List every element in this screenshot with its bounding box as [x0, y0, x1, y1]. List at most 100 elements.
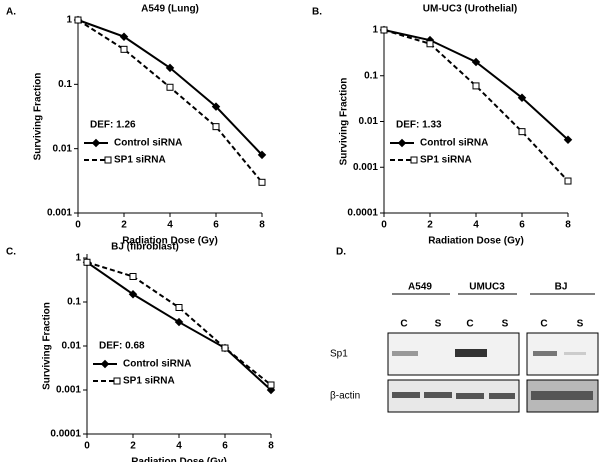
y-tick-label: 1: [372, 25, 378, 36]
marker: [221, 344, 229, 352]
marker: [211, 102, 221, 111]
x-tick-label: 2: [427, 220, 433, 231]
band: [456, 393, 484, 399]
y-tick-label: 0.01: [62, 341, 82, 352]
y-axis-label: Surviving Fraction: [42, 302, 53, 390]
y-axis-label: Surviving Fraction: [339, 78, 350, 166]
marker: [166, 83, 174, 91]
x-tick-label: 2: [121, 220, 127, 231]
lane-label: S: [435, 319, 442, 330]
chart-title: UM-UC3 (Urothelial): [423, 4, 517, 15]
x-tick-label: 8: [259, 220, 265, 231]
row-label: β-actin: [330, 391, 360, 402]
marker: [426, 40, 434, 48]
group-label: UMUC3: [469, 282, 505, 293]
annotation: DEF: 0.68: [99, 341, 145, 352]
marker: [129, 272, 137, 280]
marker: [257, 150, 267, 160]
legend-label: Control siRNA: [420, 138, 488, 149]
panel-label: D.: [336, 247, 346, 258]
legend-marker: [104, 156, 112, 164]
y-tick-label: 0.0001: [347, 208, 378, 219]
marker: [174, 317, 184, 327]
marker: [175, 303, 183, 311]
legend-marker: [91, 138, 101, 148]
annotation: DEF: 1.26: [90, 120, 136, 131]
y-tick-label: 0.001: [56, 385, 81, 396]
marker: [83, 258, 91, 266]
band: [392, 392, 420, 398]
band: [392, 351, 418, 356]
legend-label: Control siRNA: [114, 138, 182, 149]
x-tick-label: 8: [268, 441, 274, 452]
chart-title: A549 (Lung): [141, 4, 199, 15]
row-label: Sp1: [330, 349, 348, 360]
x-tick-label: 6: [519, 220, 525, 231]
x-tick-label: 0: [84, 441, 90, 452]
legend-label: Control siRNA: [123, 359, 191, 370]
y-tick-label: 0.01: [53, 143, 73, 154]
x-axis-label: Radiation Dose (Gy): [131, 457, 227, 462]
legend-marker: [113, 377, 121, 385]
lane-label: C: [540, 319, 547, 330]
y-tick-label: 0.0001: [50, 429, 81, 440]
x-tick-label: 0: [75, 220, 81, 231]
panel-label: A.: [6, 7, 16, 18]
marker: [74, 16, 82, 24]
marker: [267, 381, 275, 389]
panel-label: B.: [312, 7, 322, 18]
marker: [471, 57, 481, 67]
lane-label: C: [400, 319, 407, 330]
band: [455, 349, 487, 357]
y-tick-label: 0.001: [353, 162, 378, 173]
band: [531, 391, 593, 400]
band: [564, 352, 586, 355]
x-tick-label: 4: [167, 220, 173, 231]
panel-label: C.: [6, 247, 16, 258]
legend-label: SP1 siRNA: [420, 155, 472, 166]
lane-label: S: [577, 319, 584, 330]
marker: [119, 32, 129, 41]
chart-title: BJ (fibroblast): [111, 242, 179, 253]
x-axis-label: Radiation Dose (Gy): [122, 236, 218, 247]
lane-label: C: [466, 319, 473, 330]
x-axis-label: Radiation Dose (Gy): [428, 236, 524, 247]
x-tick-label: 2: [130, 441, 136, 452]
y-tick-label: 1: [75, 253, 81, 264]
x-tick-label: 8: [565, 220, 571, 231]
y-tick-label: 0.01: [359, 116, 379, 127]
marker: [165, 63, 175, 73]
legend-marker: [397, 138, 407, 148]
blot-panel: D. A549 UMUC3 BJ C S C S C S Sp1 β-actin: [330, 247, 599, 413]
marker: [380, 26, 388, 34]
x-tick-label: 6: [222, 441, 228, 452]
x-tick-label: 6: [213, 220, 219, 231]
x-tick-label: 4: [473, 220, 479, 231]
marker: [128, 290, 138, 299]
legend-label: SP1 siRNA: [123, 376, 175, 387]
y-tick-label: 0.1: [58, 79, 72, 90]
legend-marker: [410, 156, 418, 164]
marker: [212, 123, 220, 131]
legend-marker: [100, 359, 110, 369]
legend-label: SP1 siRNA: [114, 155, 166, 166]
x-tick-label: 4: [176, 441, 182, 452]
series-line: [86, 261, 272, 386]
marker: [120, 45, 128, 53]
band: [533, 351, 557, 356]
y-tick-label: 1: [66, 15, 72, 26]
y-tick-label: 0.1: [67, 297, 81, 308]
y-tick-label: 0.1: [364, 70, 378, 81]
y-tick-label: 0.001: [47, 208, 72, 219]
marker: [564, 177, 572, 185]
marker: [258, 178, 266, 186]
marker: [472, 82, 480, 90]
lane-label: S: [502, 319, 509, 330]
band: [424, 392, 452, 398]
x-tick-label: 0: [381, 220, 387, 231]
series-line: [383, 29, 569, 182]
marker: [518, 128, 526, 136]
annotation: DEF: 1.33: [396, 120, 442, 131]
group-label: A549: [408, 282, 432, 293]
